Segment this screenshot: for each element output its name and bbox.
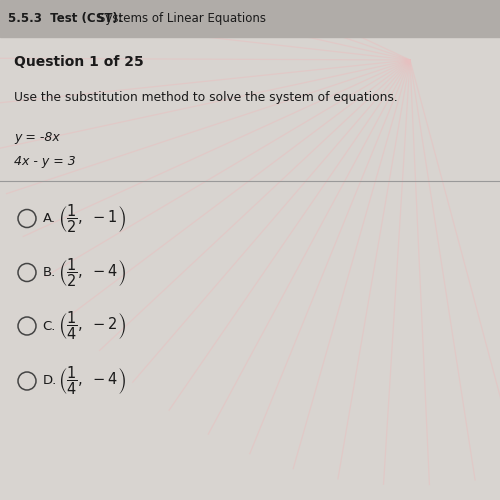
Text: Question 1 of 25: Question 1 of 25: [14, 56, 144, 70]
Text: 4x - y = 3: 4x - y = 3: [14, 154, 76, 168]
Text: C.: C.: [42, 320, 56, 332]
Text: $\left(\dfrac{1}{4},\ -2\right)$: $\left(\dfrac{1}{4},\ -2\right)$: [58, 310, 126, 342]
Text: $\left(\dfrac{1}{4},\ -4\right)$: $\left(\dfrac{1}{4},\ -4\right)$: [58, 364, 126, 398]
Text: $\left(\dfrac{1}{2},\ -1\right)$: $\left(\dfrac{1}{2},\ -1\right)$: [58, 202, 126, 235]
Text: Use the substitution method to solve the system of equations.: Use the substitution method to solve the…: [14, 91, 398, 104]
Text: Systems of Linear Equations: Systems of Linear Equations: [98, 12, 266, 25]
Text: 5.5.3  Test (CST):: 5.5.3 Test (CST):: [8, 12, 122, 25]
Text: D.: D.: [42, 374, 57, 388]
Text: $\left(\dfrac{1}{2},\ -4\right)$: $\left(\dfrac{1}{2},\ -4\right)$: [58, 256, 126, 289]
Bar: [0, 0, 500, 36]
Text: y = -8x: y = -8x: [14, 131, 60, 144]
Text: A.: A.: [42, 212, 56, 225]
Text: B.: B.: [42, 266, 56, 279]
